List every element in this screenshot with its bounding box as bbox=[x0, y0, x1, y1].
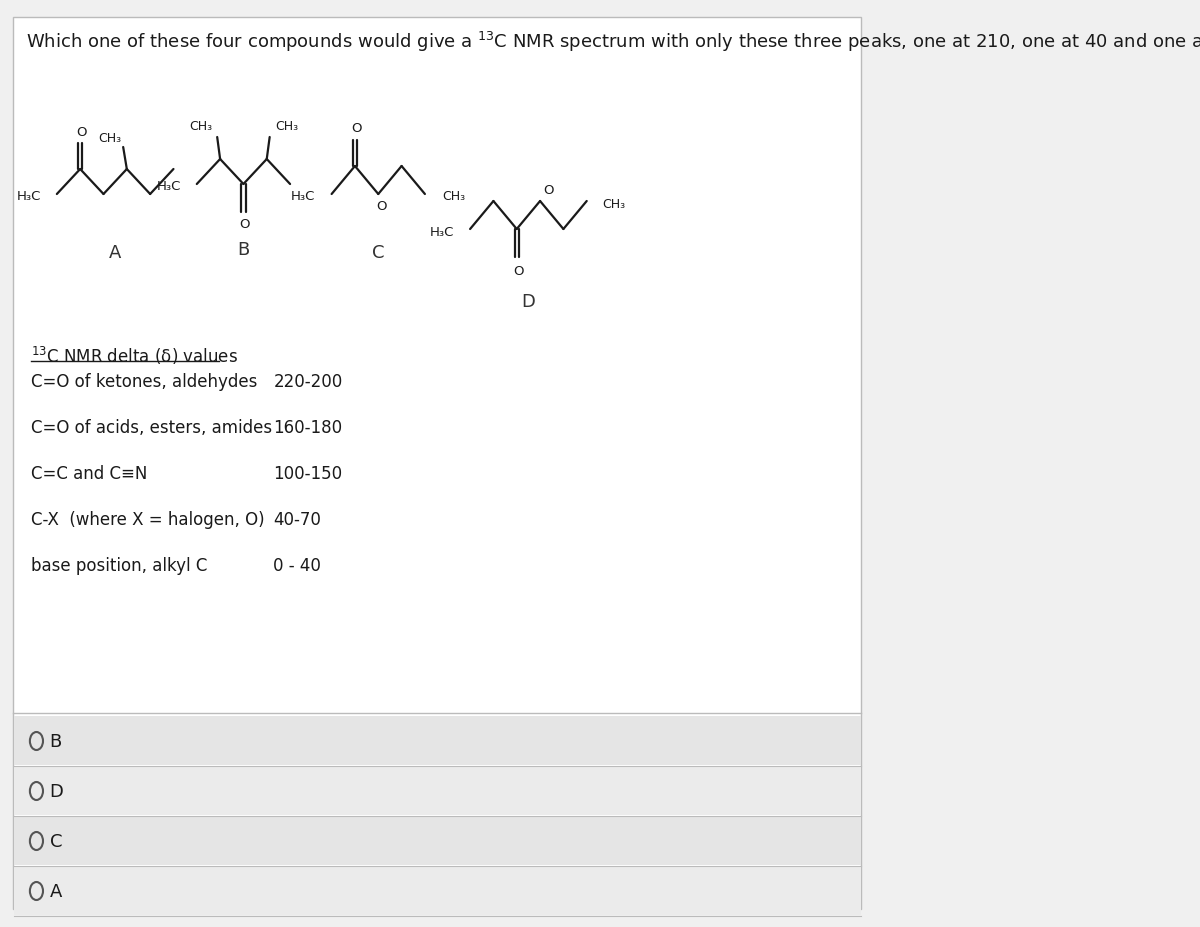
Text: O: O bbox=[77, 125, 86, 138]
Text: A: A bbox=[109, 244, 121, 261]
Text: D: D bbox=[49, 782, 64, 800]
Text: base position, alkyl C: base position, alkyl C bbox=[31, 556, 206, 575]
Text: O: O bbox=[377, 200, 388, 213]
Text: H₃C: H₃C bbox=[17, 190, 41, 203]
Text: C=O of ketones, aldehydes: C=O of ketones, aldehydes bbox=[31, 373, 257, 390]
Text: O: O bbox=[352, 122, 361, 135]
Text: CH₃: CH₃ bbox=[602, 197, 626, 210]
Text: 40-70: 40-70 bbox=[274, 511, 322, 528]
Text: B: B bbox=[238, 241, 250, 259]
Text: 100-150: 100-150 bbox=[274, 464, 342, 482]
Text: D: D bbox=[522, 293, 535, 311]
FancyBboxPatch shape bbox=[13, 18, 862, 909]
Text: O: O bbox=[240, 218, 250, 231]
Text: H₃C: H₃C bbox=[156, 181, 181, 194]
Text: H₃C: H₃C bbox=[430, 225, 454, 238]
Text: CH₃: CH₃ bbox=[190, 121, 212, 133]
Text: C-X  (where X = halogen, O): C-X (where X = halogen, O) bbox=[31, 511, 264, 528]
Text: C=C and C≡N: C=C and C≡N bbox=[31, 464, 146, 482]
Text: C: C bbox=[372, 244, 384, 261]
Text: C=O of acids, esters, amides: C=O of acids, esters, amides bbox=[31, 419, 271, 437]
Text: CH₃: CH₃ bbox=[443, 190, 466, 203]
Bar bbox=[14, 866, 860, 915]
Bar bbox=[14, 767, 860, 815]
Text: 160-180: 160-180 bbox=[274, 419, 342, 437]
Text: C: C bbox=[49, 832, 62, 850]
Text: 220-200: 220-200 bbox=[274, 373, 342, 390]
Text: O: O bbox=[542, 184, 553, 197]
Text: O: O bbox=[512, 265, 523, 278]
Text: Which one of these four compounds would give a $^{13}$C NMR spectrum with only t: Which one of these four compounds would … bbox=[25, 30, 1200, 54]
Text: B: B bbox=[49, 732, 62, 750]
Bar bbox=[14, 816, 860, 865]
Text: A: A bbox=[49, 883, 62, 900]
Text: CH₃: CH₃ bbox=[98, 132, 121, 145]
Text: $^{13}$C NMR delta (δ) values: $^{13}$C NMR delta (δ) values bbox=[31, 345, 238, 367]
Text: CH₃: CH₃ bbox=[276, 121, 299, 133]
Text: 0 - 40: 0 - 40 bbox=[274, 556, 322, 575]
Bar bbox=[14, 717, 860, 765]
Text: H₃C: H₃C bbox=[292, 190, 316, 203]
